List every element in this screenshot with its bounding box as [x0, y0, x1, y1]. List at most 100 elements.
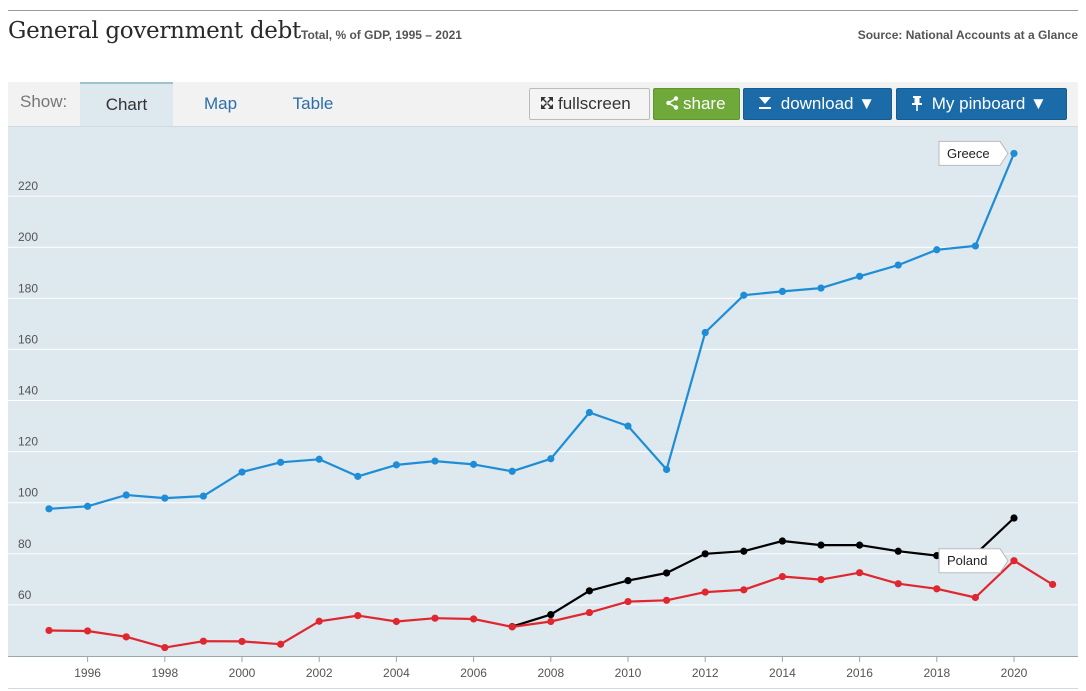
series-1-point[interactable] — [740, 547, 748, 555]
x-axis-line — [8, 656, 1078, 657]
poland-point[interactable] — [624, 597, 632, 606]
greece-point[interactable] — [740, 291, 748, 299]
greece-point[interactable] — [1010, 149, 1018, 158]
series-1-point[interactable] — [624, 577, 632, 585]
y-tick-label: 80 — [18, 537, 32, 551]
poland-tooltip-label: Poland — [947, 553, 987, 568]
greece-point[interactable] — [778, 287, 787, 296]
poland-point[interactable] — [277, 640, 285, 648]
poland-point[interactable] — [933, 585, 941, 593]
greece-point[interactable] — [45, 505, 53, 513]
pinboard-button[interactable]: My pinboard ▼ — [896, 88, 1067, 120]
series-1-point[interactable] — [778, 537, 787, 545]
y-tick-label: 60 — [18, 588, 32, 602]
poland-point[interactable] — [431, 614, 439, 622]
tab-table[interactable]: Table — [292, 94, 334, 113]
share-icon — [666, 89, 679, 119]
y-tick-label: 180 — [18, 281, 38, 295]
poland-point[interactable] — [547, 617, 555, 626]
greece-point[interactable] — [315, 455, 323, 463]
poland-point[interactable] — [470, 615, 478, 623]
poland-point[interactable] — [199, 637, 207, 645]
greece-point[interactable] — [431, 457, 439, 465]
poland-point[interactable] — [1049, 580, 1057, 589]
fullscreen-icon — [540, 89, 554, 119]
poland-point[interactable] — [161, 643, 169, 652]
series-1-point[interactable] — [701, 550, 709, 558]
poland-point[interactable] — [84, 627, 92, 635]
greece-point[interactable] — [238, 468, 246, 476]
greece-point[interactable] — [624, 422, 632, 430]
page-title: General government debt — [8, 18, 301, 44]
series-1-point[interactable] — [894, 547, 902, 555]
x-tick-label: 2016 — [846, 666, 873, 680]
poland-point[interactable] — [238, 637, 246, 646]
series-1-point[interactable] — [817, 541, 825, 549]
poland-point[interactable] — [585, 608, 594, 617]
y-tick-label: 100 — [18, 486, 38, 500]
greece-point[interactable] — [585, 408, 594, 417]
source-link[interactable]: Source: National Accounts at a Glance — [857, 28, 1078, 42]
series-1-point[interactable] — [547, 611, 555, 619]
greece-point[interactable] — [277, 458, 285, 466]
poland-point[interactable] — [894, 580, 902, 588]
poland-point[interactable] — [122, 633, 130, 641]
x-tick-label: 2004 — [383, 666, 410, 680]
poland-point[interactable] — [778, 572, 787, 581]
poland-line — [48, 559, 1054, 649]
greece-point[interactable] — [84, 502, 92, 510]
poland-point[interactable] — [354, 612, 362, 620]
poland-point[interactable] — [856, 569, 864, 577]
series-1-point[interactable] — [856, 541, 864, 549]
x-tick-label: 1998 — [151, 666, 178, 680]
pin-icon — [911, 89, 923, 119]
greece-point[interactable] — [817, 284, 825, 292]
x-tick-label: 1996 — [74, 666, 101, 680]
view-toolbar: Show: Chart Map Table fullscreen share d… — [8, 82, 1078, 127]
greece-point[interactable] — [971, 242, 980, 250]
poland-tooltip-box — [938, 548, 1009, 574]
poland-point[interactable] — [45, 626, 53, 635]
download-label: download ▼ — [780, 94, 876, 113]
tab-chart[interactable]: Chart — [80, 82, 173, 126]
x-tick-label: 2010 — [615, 666, 642, 680]
greece-point[interactable] — [894, 261, 902, 269]
series-1-point[interactable] — [663, 569, 671, 577]
fullscreen-button[interactable]: fullscreen — [529, 88, 650, 120]
poland-point[interactable] — [971, 593, 980, 602]
download-button[interactable]: download ▼ — [743, 88, 892, 120]
series-1-point[interactable] — [1010, 514, 1018, 522]
x-tick-label: 2000 — [229, 666, 256, 680]
y-tick-label: 120 — [18, 435, 38, 449]
greece-point[interactable] — [354, 472, 362, 480]
series-1-point[interactable] — [585, 587, 594, 595]
greece-point[interactable] — [470, 460, 478, 468]
greece-line — [48, 152, 1016, 510]
poland-point[interactable] — [315, 617, 323, 625]
greece-point[interactable] — [508, 467, 516, 475]
poland-point[interactable] — [663, 596, 671, 604]
x-tick-label: 2020 — [1001, 666, 1028, 680]
poland-point[interactable] — [817, 576, 825, 584]
greece-point[interactable] — [701, 328, 709, 337]
page-subtitle: Total, % of GDP, 1995 – 2021 — [301, 28, 462, 42]
poland-point[interactable] — [701, 588, 709, 596]
poland-point[interactable] — [508, 623, 516, 631]
greece-point[interactable] — [161, 494, 169, 502]
poland-point[interactable] — [392, 617, 400, 626]
greece-point[interactable] — [547, 455, 555, 463]
x-tick-label: 2014 — [769, 666, 796, 680]
greece-point[interactable] — [856, 272, 864, 280]
bottom-divider — [8, 688, 1078, 689]
poland-point[interactable] — [1010, 557, 1018, 565]
greece-tooltip-label: Greece — [947, 146, 990, 161]
tab-map[interactable]: Map — [203, 94, 238, 113]
greece-point[interactable] — [122, 491, 130, 499]
greece-point[interactable] — [199, 492, 207, 500]
greece-point[interactable] — [933, 246, 941, 254]
download-icon — [758, 89, 772, 119]
share-button[interactable]: share — [653, 88, 740, 120]
greece-point[interactable] — [392, 461, 400, 469]
poland-point[interactable] — [740, 586, 748, 594]
greece-point[interactable] — [663, 465, 671, 474]
